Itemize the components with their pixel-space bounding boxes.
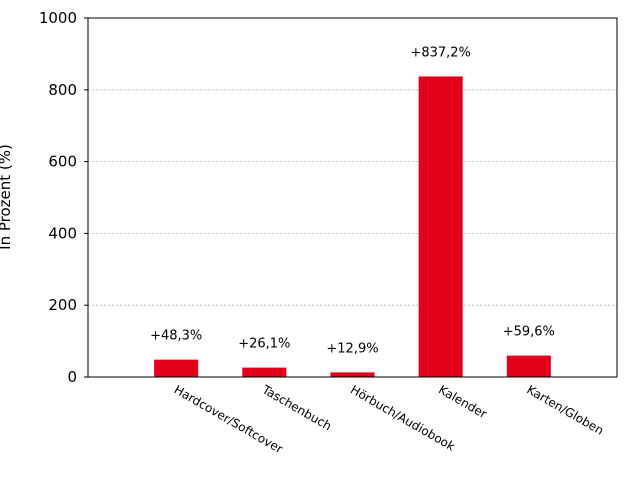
value-label: +12,9% (326, 341, 378, 356)
x-tick-label: Kalender (436, 382, 489, 421)
value-label: +48,3% (150, 329, 202, 344)
x-tick-label: Karten/Globen (524, 382, 606, 437)
y-tick-label: 200 (48, 296, 77, 314)
y-tick-label: 600 (48, 153, 77, 171)
value-label: +59,6% (503, 325, 555, 340)
bar (242, 367, 287, 377)
y-tick-label: 0 (67, 368, 77, 386)
y-tick-label: 400 (48, 224, 77, 242)
bar (506, 355, 551, 377)
bar (154, 359, 199, 377)
bar (330, 372, 375, 377)
y-axis-label: In Prozent (%) (0, 144, 14, 250)
y-tick-label: 800 (48, 81, 77, 99)
plot-frame (87, 17, 618, 378)
value-label: +837,2% (410, 45, 470, 60)
y-tick-label: 1000 (39, 9, 77, 27)
value-label: +26,1% (238, 337, 290, 352)
x-tick-label: Taschenbuch (259, 382, 334, 433)
bar (418, 76, 463, 378)
